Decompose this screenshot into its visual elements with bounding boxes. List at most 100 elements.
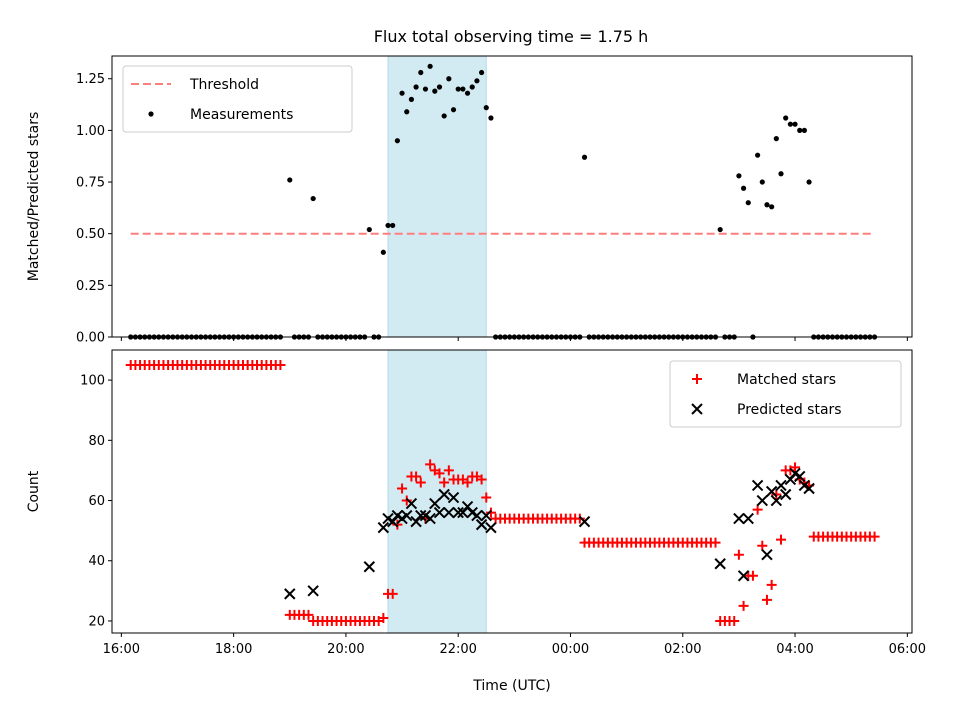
data-point xyxy=(733,512,745,525)
y-axis-label: Count xyxy=(26,470,42,512)
data-point xyxy=(303,609,314,620)
data-point xyxy=(769,204,775,210)
x-tick-label: 20:00 xyxy=(327,642,364,657)
data-point xyxy=(801,127,807,133)
data-point xyxy=(424,512,436,525)
data-point xyxy=(736,173,742,179)
y-axis-label: Matched/Predicted stars xyxy=(26,112,42,282)
data-point xyxy=(747,570,758,581)
y-tick-label: 60 xyxy=(88,494,105,509)
data-point xyxy=(427,63,433,69)
data-point xyxy=(401,509,413,522)
data-point xyxy=(447,491,460,504)
plot-frame xyxy=(111,349,913,634)
data-point xyxy=(310,195,316,202)
data-point xyxy=(737,570,750,582)
y-tick-label: 0.50 xyxy=(76,227,105,242)
data-point xyxy=(429,497,441,510)
data-point xyxy=(794,470,806,483)
data-point xyxy=(764,202,770,208)
data-point xyxy=(462,477,473,488)
data-point xyxy=(439,477,450,488)
x-tick-label: 04:00 xyxy=(776,642,813,657)
data-point xyxy=(366,226,372,233)
data-point xyxy=(377,521,390,534)
data-point xyxy=(443,506,455,519)
data-point xyxy=(404,109,410,115)
y-tick-label: 1.00 xyxy=(76,124,105,139)
data-point xyxy=(738,600,749,611)
data-point xyxy=(422,86,429,92)
legend-label: Matched stars xyxy=(737,372,836,388)
data-point xyxy=(790,462,801,473)
y-tick-label: 80 xyxy=(88,434,105,449)
data-point xyxy=(476,474,487,485)
y-tick-label: 0.25 xyxy=(76,279,105,294)
data-point xyxy=(729,615,740,626)
x-tick-label: 16:00 xyxy=(103,642,140,657)
legend-label: Threshold xyxy=(189,77,259,93)
bottom-panel: 20 40 60 80 100 16:00 18:00 20:00 22:00 00:00 02:0… xyxy=(26,349,926,694)
data-point xyxy=(287,177,293,183)
data-point xyxy=(740,185,747,191)
data-point xyxy=(773,136,779,142)
legend: Threshold Measurements xyxy=(122,65,353,133)
data-point xyxy=(755,152,761,158)
data-point xyxy=(757,540,768,551)
data-point xyxy=(776,534,787,545)
data-point xyxy=(408,96,415,102)
data-point xyxy=(469,84,475,90)
data-point xyxy=(488,115,494,121)
legend-label: Measurements xyxy=(190,107,293,123)
data-point xyxy=(475,518,488,531)
data-point xyxy=(574,513,585,524)
data-point xyxy=(441,113,447,119)
data-point xyxy=(460,86,466,92)
data-point xyxy=(787,121,793,127)
data-point xyxy=(446,76,452,82)
legend-box xyxy=(669,360,902,428)
data-point xyxy=(481,492,492,503)
data-point xyxy=(779,488,792,501)
data-point xyxy=(436,84,443,90)
x-tick-label: 22:00 xyxy=(439,642,476,657)
data-point xyxy=(751,479,764,492)
x-tick-label: 18:00 xyxy=(215,642,252,657)
data-point xyxy=(742,512,754,525)
data-point xyxy=(455,86,461,92)
data-point xyxy=(775,479,787,492)
data-point xyxy=(432,88,438,94)
legend-handle xyxy=(691,403,703,415)
series-predicted-stars xyxy=(284,467,815,600)
data-point xyxy=(766,579,777,590)
data-point xyxy=(418,69,424,76)
legend-box xyxy=(122,65,353,133)
data-point xyxy=(392,519,403,530)
legend-handle xyxy=(148,111,154,117)
data-point xyxy=(733,549,744,560)
legend-label: Predicted stars xyxy=(737,402,842,418)
data-point xyxy=(578,515,591,528)
data-point xyxy=(710,537,721,548)
data-point xyxy=(438,488,450,501)
data-point xyxy=(284,588,296,600)
y-tick-label: 0.00 xyxy=(76,331,105,346)
data-point xyxy=(485,507,496,518)
data-point xyxy=(752,504,763,515)
data-point xyxy=(478,69,485,76)
data-point xyxy=(433,506,446,519)
y-tick-label: 0.75 xyxy=(76,176,105,191)
data-point xyxy=(443,465,454,476)
data-point xyxy=(745,200,751,206)
data-point xyxy=(464,90,471,96)
highlight-span xyxy=(387,349,487,634)
highlight-span xyxy=(387,55,487,338)
data-point xyxy=(363,561,376,573)
data-point xyxy=(387,588,398,599)
y-tick-label: 40 xyxy=(88,554,105,569)
data-point xyxy=(434,468,445,479)
data-point xyxy=(771,489,782,500)
data-point xyxy=(761,594,772,605)
y-tick-label: 20 xyxy=(88,614,105,629)
